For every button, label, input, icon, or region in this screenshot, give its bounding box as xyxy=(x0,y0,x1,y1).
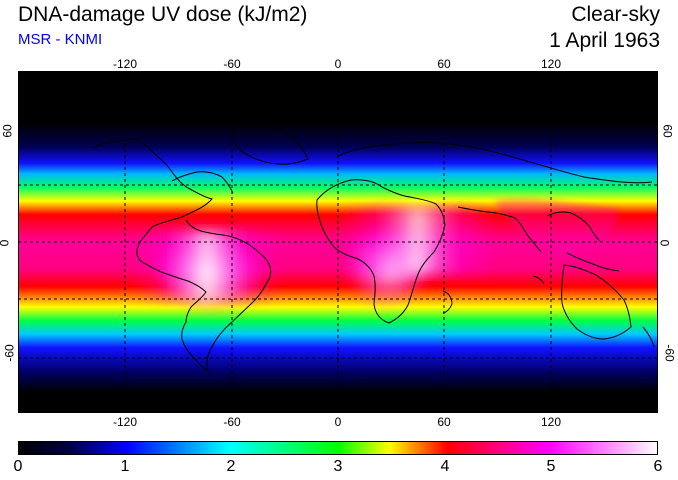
graticule-lines xyxy=(18,71,658,413)
right-latitude-label-60: 60 xyxy=(660,124,675,138)
bottom-longitude-label-60: 60 xyxy=(437,415,451,429)
date-label: 1 April 1963 xyxy=(549,29,660,52)
map-border xyxy=(18,71,658,413)
colorbar-label-5: 5 xyxy=(546,458,556,475)
figure-subtitle: MSR - KNMI xyxy=(18,31,103,48)
uv-colorbar-svg xyxy=(18,441,658,455)
top-longitude-label-60: 60 xyxy=(437,57,451,71)
sky-condition-label: Clear-sky xyxy=(571,3,660,26)
left-latitude-label-60: 60 xyxy=(0,124,15,138)
colorbar-label-2: 2 xyxy=(226,458,236,475)
coastline-outlines xyxy=(92,125,655,373)
colorbar-label-3: 3 xyxy=(333,458,343,475)
uv-high-dose-regions xyxy=(132,198,618,313)
bottom-longitude-label-120: 120 xyxy=(540,415,562,429)
colorbar-label-1: 1 xyxy=(120,458,130,475)
colorbar-border xyxy=(18,441,658,455)
top-longitude-label-neg60: -60 xyxy=(223,57,241,71)
colorbar-label-6: 6 xyxy=(653,458,663,475)
uv-dose-map-svg xyxy=(18,70,658,414)
uv-colorbar xyxy=(18,441,658,455)
top-longitude-label-0: 0 xyxy=(334,57,342,71)
left-latitude-label-neg60: -60 xyxy=(2,344,17,362)
bottom-longitude-label-neg60: -60 xyxy=(223,415,241,429)
colorbar-label-0: 0 xyxy=(13,458,23,475)
colorbar-gradient xyxy=(18,441,658,455)
uv-dose-map xyxy=(18,70,658,414)
right-latitude-label-neg60: -60 xyxy=(662,344,677,362)
top-longitude-label-120: 120 xyxy=(540,57,562,71)
colorbar-label-4: 4 xyxy=(440,458,450,475)
bottom-longitude-label-0: 0 xyxy=(334,415,342,429)
top-longitude-label-neg120: -120 xyxy=(112,57,138,71)
figure-title: DNA-damage UV dose (kJ/m2) xyxy=(18,3,308,26)
left-latitude-label-0: 0 xyxy=(0,240,11,247)
bottom-longitude-label-neg120: -120 xyxy=(112,415,138,429)
right-latitude-label-0: 0 xyxy=(657,239,672,247)
